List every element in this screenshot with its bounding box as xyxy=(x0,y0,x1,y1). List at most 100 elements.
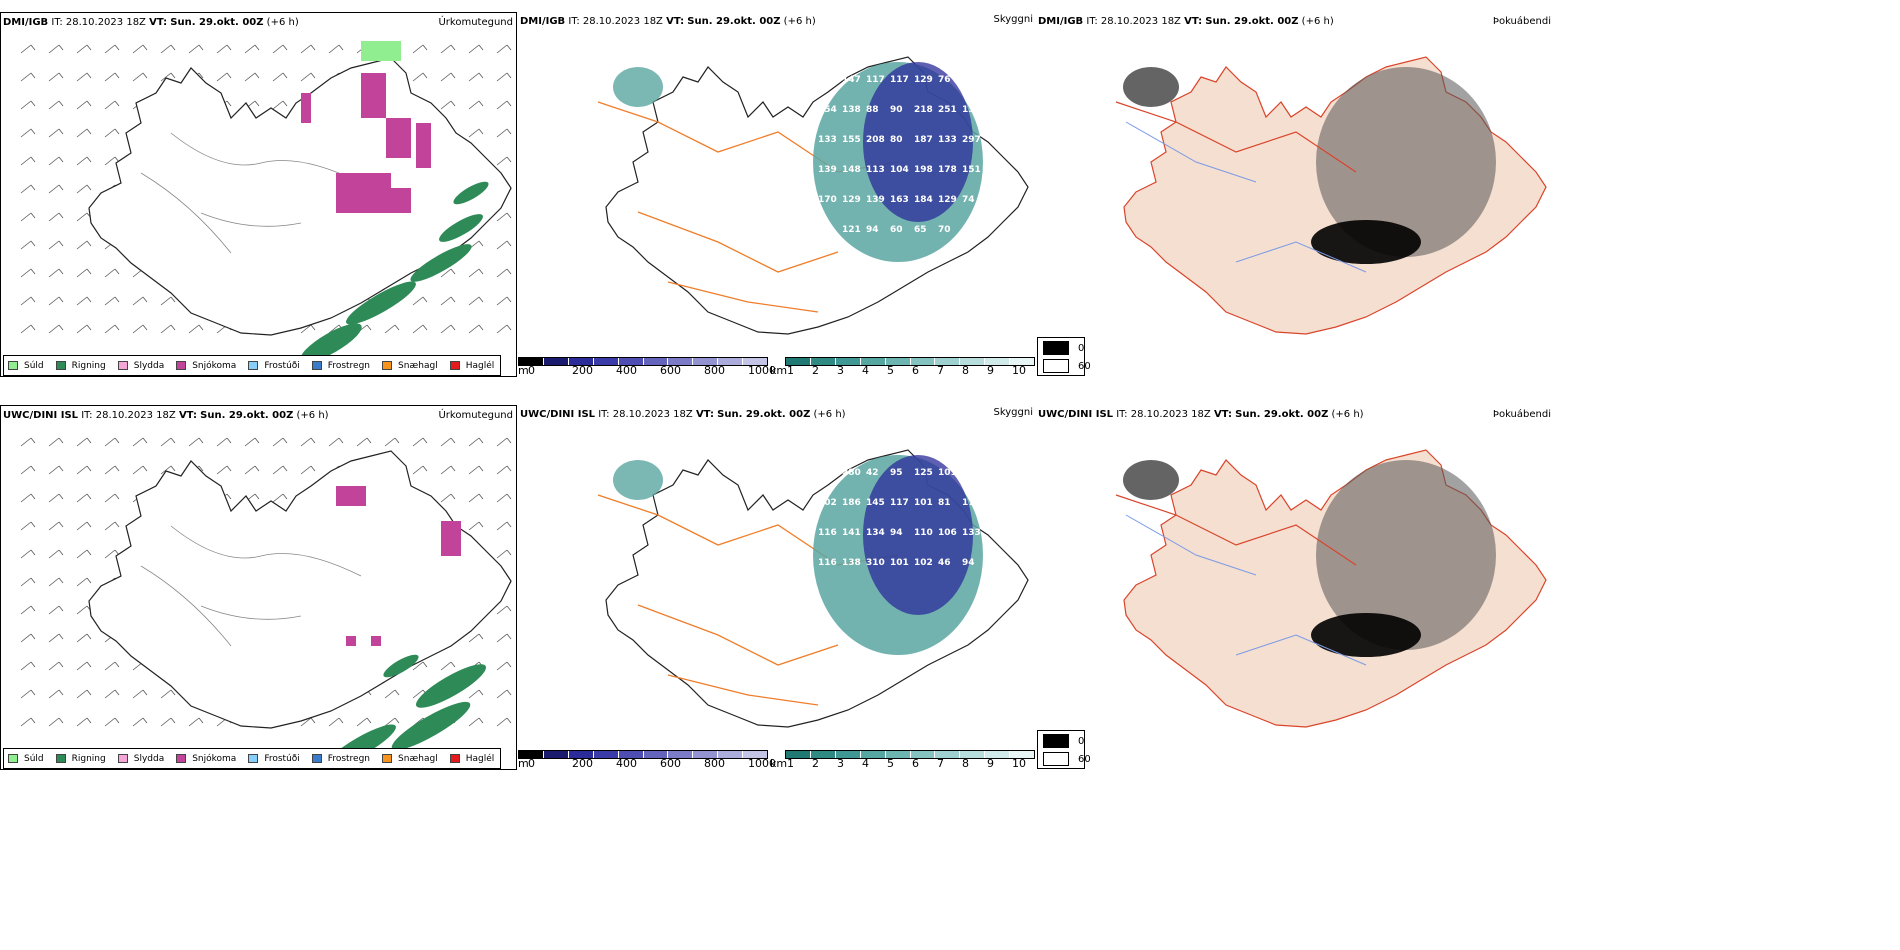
legend-swatch xyxy=(311,361,322,370)
legend-swatch xyxy=(449,754,460,763)
legend-swatch xyxy=(382,361,393,370)
color-scale-bar xyxy=(518,357,768,366)
rain-area xyxy=(439,214,483,242)
cloud-map: 120 147 117 117 129 76 98 254 138 88 90 218 251 139 13… xyxy=(597,56,1029,335)
cloud-base-label: 76 xyxy=(938,75,951,85)
cloud-base-label: 110 xyxy=(914,528,933,538)
height-tick: 400 xyxy=(616,364,637,377)
visibility-tick: 10 xyxy=(1012,364,1026,377)
cloud-base-label: 145 xyxy=(866,498,885,508)
precip-legend-item: Frostregn xyxy=(311,753,371,764)
height-unit: m xyxy=(518,757,529,770)
cloud-base-label: 42 xyxy=(866,468,879,478)
precip-panel-row1: DMI/IGB IT: 28.10.2023 18Z VT: Sun. 29.o… xyxy=(0,12,517,377)
legend-swatch xyxy=(55,754,66,763)
fog-legend: 0 60 xyxy=(1037,730,1091,769)
clouds-panel-row1: DMI/IGB IT: 28.10.2023 18Z VT: Sun. 29.o… xyxy=(518,12,1036,377)
road-lines xyxy=(140,525,362,647)
iceland-coastline xyxy=(88,57,512,336)
cloud-base-label: 163 xyxy=(890,195,909,205)
precip-legend-item: Snæhagl xyxy=(382,754,438,764)
legend-label: Snjókoma xyxy=(192,360,237,371)
legend-swatch xyxy=(1043,752,1069,766)
river-lines xyxy=(1125,514,1367,666)
panel-title: UWC/DINI ISL IT: 28.10.2023 18Z VT: Sun.… xyxy=(520,409,846,420)
cloud-base-label: 208 xyxy=(866,135,885,145)
legend-label: Slydda xyxy=(133,360,165,371)
fog-panel-row2: UWC/DINI ISL IT: 28.10.2023 18Z VT: Sun.… xyxy=(1036,405,1554,770)
fog-legend: 0 60 xyxy=(1037,337,1091,376)
cloud-base-label: 81 xyxy=(938,498,951,508)
legend-swatch xyxy=(176,361,187,370)
fog-panel-row1: DMI/IGB IT: 28.10.2023 18Z VT: Sun. 29.o… xyxy=(1036,12,1554,377)
cloud-base-label: 117 xyxy=(866,75,885,85)
precip-legend-item: Frostúði xyxy=(248,361,300,371)
legend-label: Súld xyxy=(24,360,44,371)
legend-swatch xyxy=(248,361,259,370)
cloud-base-label: 65 xyxy=(914,225,927,235)
cloud-base-label: 107 xyxy=(962,225,981,235)
legend-label: 0 xyxy=(1078,342,1085,354)
precip-legend-item: Frostúði xyxy=(248,754,300,764)
snow-area xyxy=(441,521,461,556)
cloud-base-label: 98 xyxy=(962,75,975,85)
precip-panel-row2: UWC/DINI ISL IT: 28.10.2023 18Z VT: Sun.… xyxy=(0,405,517,770)
legend-swatch xyxy=(8,754,18,763)
legend-label: Súld xyxy=(24,753,44,764)
fog-legend-item: 60 xyxy=(1043,752,1091,766)
cloud-base-label: 187 xyxy=(914,135,933,145)
cloud-base-label: 129 xyxy=(842,195,861,205)
fog-index-field xyxy=(1123,460,1496,657)
panel-title: DMI/IGB IT: 28.10.2023 18Z VT: Sun. 29.o… xyxy=(1038,16,1334,27)
cloud-base-label: 148 xyxy=(842,165,861,175)
fog-map xyxy=(1115,56,1547,335)
cloud-base-label: 106 xyxy=(938,528,957,538)
cloud-base-label: 178 xyxy=(938,165,957,175)
cloud-scales: m 0 200 400 600 800 1000 km 1 2 3 4 5 6 7 8 9 10 xyxy=(518,356,1036,377)
visibility-tick: 5 xyxy=(887,757,894,770)
fog-legend-item: 0 xyxy=(1043,734,1084,748)
visibility-unit: km xyxy=(770,757,788,770)
panel-parameter-label: Úrkomutegund xyxy=(438,410,513,421)
cloud-base-label: 95 xyxy=(890,468,903,478)
cloud-base-label: 134 xyxy=(866,528,885,538)
legend-swatch xyxy=(1043,734,1069,748)
legend-swatch xyxy=(117,361,128,370)
legend-label: Frostregn xyxy=(327,753,371,764)
visibility-tick: 2 xyxy=(812,364,819,377)
cloud-base-label: 251 xyxy=(938,105,957,115)
cloud-base-label: 101 xyxy=(962,468,981,478)
height-tick: 800 xyxy=(704,364,725,377)
precip-map xyxy=(20,437,512,768)
legend-swatch xyxy=(449,361,460,370)
legend-swatch xyxy=(382,754,393,763)
height-tick: 600 xyxy=(660,364,681,377)
cloud-base-label: 198 xyxy=(914,165,933,175)
legend-label: Haglél xyxy=(465,753,495,764)
height-tick: 200 xyxy=(572,364,593,377)
visibility-tick: 9 xyxy=(987,757,994,770)
legend-swatch xyxy=(1043,359,1069,373)
legend-label: 60 xyxy=(1078,753,1091,765)
visibility-tick: 5 xyxy=(887,364,894,377)
visibility-tick: 1 xyxy=(787,364,794,377)
visibility-tick: 1 xyxy=(787,757,794,770)
cloud-base-label: 117 xyxy=(890,75,909,85)
cloud-base-label: 94 xyxy=(866,225,879,235)
cloud-base-label: 133 xyxy=(962,528,981,538)
color-scale-bar xyxy=(785,357,1035,366)
snow-area xyxy=(301,93,311,123)
visibility-tick: 4 xyxy=(862,364,869,377)
cloud-base-label: 101 xyxy=(890,558,909,568)
cloud-base-label: 129 xyxy=(938,195,957,205)
river-lines xyxy=(1125,121,1367,273)
legend-label: Snæhagl xyxy=(398,753,438,764)
visibility-tick: 4 xyxy=(862,757,869,770)
fog-legend-item: 60 xyxy=(1043,359,1091,373)
legend-swatch xyxy=(117,754,128,763)
color-scale-bar xyxy=(785,750,1035,759)
legend-label: Snæhagl xyxy=(398,360,438,371)
visibility-tick: 8 xyxy=(962,757,969,770)
height-tick: 1000 xyxy=(748,757,776,770)
legend-label: Rigning xyxy=(71,360,106,371)
